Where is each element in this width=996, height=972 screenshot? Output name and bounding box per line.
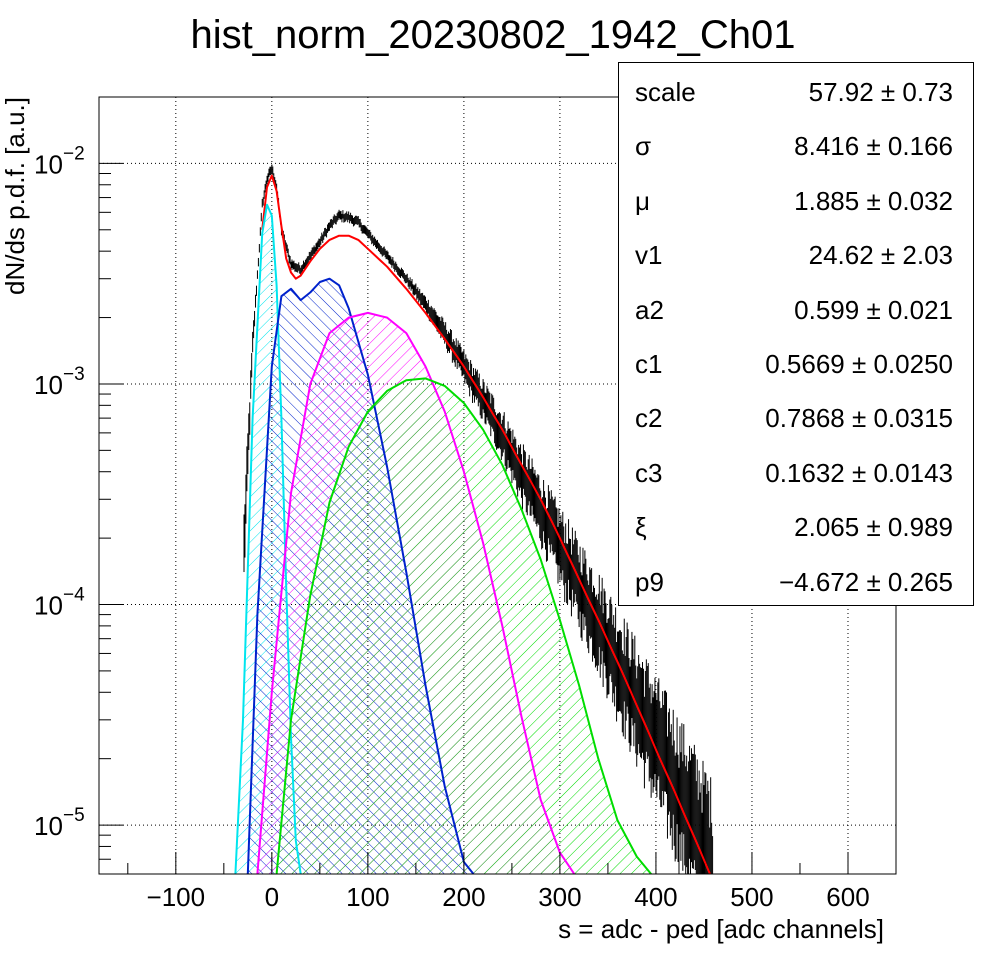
axis-ticks xyxy=(99,96,897,875)
stat-row: c1 0.5669 ± 0.0250 xyxy=(619,335,973,389)
fit-stats-box: scale 57.92 ± 0.73 σ 8.416 ± 0.166 μ 1.885 ± … xyxy=(618,62,974,606)
stat-value: 2.065 ± 0.989 xyxy=(794,512,953,543)
stat-row: a2 0.599 ± 0.021 xyxy=(619,281,973,335)
x-tick-label: 100 xyxy=(346,882,389,912)
y-tick-exponent: −2 xyxy=(63,143,85,164)
chart-title: hist_norm_20230802_1942_Ch01 xyxy=(191,13,796,57)
x-tick-label: 300 xyxy=(538,882,581,912)
stat-row: μ 1.885 ± 0.032 xyxy=(619,172,973,226)
fit-curves xyxy=(234,174,712,874)
series-line-1 xyxy=(234,203,302,874)
y-tick-exponent: −3 xyxy=(63,364,85,385)
x-tick-label: 400 xyxy=(634,882,677,912)
stat-row: c3 0.1632 ± 0.0143 xyxy=(619,444,973,498)
x-tick-label: −100 xyxy=(147,882,206,912)
stat-row: p9 −4.672 ± 0.265 xyxy=(619,553,973,607)
series-line-0 xyxy=(261,174,712,874)
y-tick-label: 10 −5 xyxy=(34,805,85,841)
stat-name: a2 xyxy=(635,294,664,325)
y-tick-base: 10 xyxy=(34,591,63,621)
y-tick-label: 10 −2 xyxy=(34,143,85,179)
stat-value: 0.599 ± 0.021 xyxy=(794,294,953,325)
y-tick-base: 10 xyxy=(34,370,63,400)
stat-row: v1 24.62 ± 2.03 xyxy=(619,226,973,280)
y-tick-label: 10 −4 xyxy=(34,585,85,621)
stat-name: c3 xyxy=(635,457,663,488)
stat-name: ξ xyxy=(635,512,647,543)
y-axis-title: dN/ds p.d.f. [a.u.] xyxy=(0,97,30,295)
stat-name: c1 xyxy=(635,349,663,379)
x-tick-label: 200 xyxy=(442,882,485,912)
x-tick-labels: −100 0 100 200 300 400 500 600 xyxy=(147,882,870,912)
stat-value: 0.5669 ± 0.0250 xyxy=(765,349,953,379)
y-tick-exponent: −5 xyxy=(63,805,85,826)
y-tick-exponent: −4 xyxy=(63,585,85,606)
series-line-4 xyxy=(275,377,652,874)
stat-value: 1.885 ± 0.032 xyxy=(794,185,953,216)
data-histogram xyxy=(243,164,714,874)
x-tick-label: 0 xyxy=(265,882,279,912)
stat-value: 57.92 ± 0.73 xyxy=(808,77,953,107)
stat-row: σ 8.416 ± 0.166 xyxy=(619,117,973,171)
stat-name: c2 xyxy=(635,403,663,434)
stat-value: −4.672 ± 0.265 xyxy=(778,566,953,597)
stat-name: σ xyxy=(635,131,652,162)
stat-value: 8.416 ± 0.166 xyxy=(794,131,953,162)
series-line-2 xyxy=(246,277,475,874)
stat-value: 0.7868 ± 0.0315 xyxy=(765,403,953,434)
stat-value: 24.62 ± 2.03 xyxy=(808,240,953,271)
y-tick-label: 10 −3 xyxy=(34,364,85,400)
y-tick-labels: 10−510−410−310−2 xyxy=(34,143,85,841)
y-tick-base: 10 xyxy=(34,811,63,841)
y-tick-base: 10 xyxy=(34,149,63,179)
component-fills xyxy=(235,204,652,874)
stat-name: v1 xyxy=(635,240,663,271)
stat-name: μ xyxy=(635,185,650,216)
stat-row: c2 0.7868 ± 0.0315 xyxy=(619,389,973,443)
stat-name: p9 xyxy=(635,566,664,597)
stat-value: 0.1632 ± 0.0143 xyxy=(765,457,953,488)
stat-row: scale 57.92 ± 0.73 xyxy=(619,63,973,117)
series-line-3 xyxy=(256,311,576,874)
x-axis-title: s = adc - ped [adc channels] xyxy=(558,914,884,944)
component-fill-4 xyxy=(276,378,652,874)
stat-name: scale xyxy=(635,77,696,107)
x-tick-label: 500 xyxy=(730,882,773,912)
stat-row: ξ 2.065 ± 0.989 xyxy=(619,498,973,552)
x-tick-label: 600 xyxy=(826,882,869,912)
